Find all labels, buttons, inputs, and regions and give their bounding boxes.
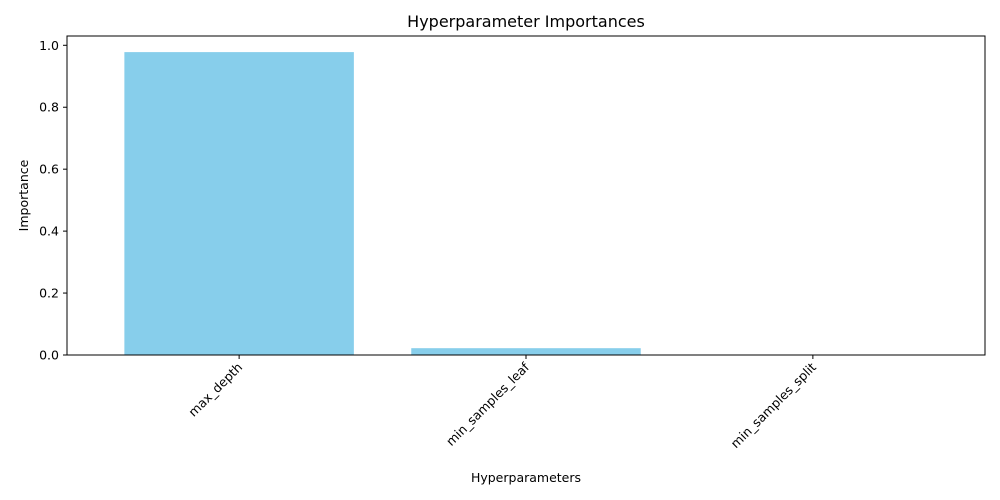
x-axis: max_depth min_samples_leaf min_samples_spl… — [185, 355, 819, 451]
bar-max_depth — [124, 52, 354, 355]
x-tick-label: min_samples_leaf — [443, 359, 533, 449]
bar-min_samples_leaf — [411, 348, 641, 355]
y-axis-label: Importance — [16, 159, 31, 231]
plot-frame — [66, 35, 986, 356]
y-tick-label: 1.0 — [39, 38, 59, 53]
x-tick-label: max_depth — [185, 360, 245, 420]
y-tick-label: 0.2 — [39, 286, 59, 301]
y-tick-label: 0.6 — [39, 162, 59, 177]
y-tick-label: 0.0 — [39, 348, 59, 363]
x-axis-label: Hyperparameters — [471, 470, 581, 485]
y-tick-label: 0.8 — [39, 100, 59, 115]
chart-title: Hyperparameter Importances — [407, 12, 645, 31]
plot-area — [124, 52, 641, 355]
x-tick-label: min_samples_split — [728, 359, 820, 451]
y-tick-label: 0.4 — [39, 224, 59, 239]
y-axis: 0.0 0.2 0.4 0.6 0.8 1.0 — [39, 38, 67, 363]
